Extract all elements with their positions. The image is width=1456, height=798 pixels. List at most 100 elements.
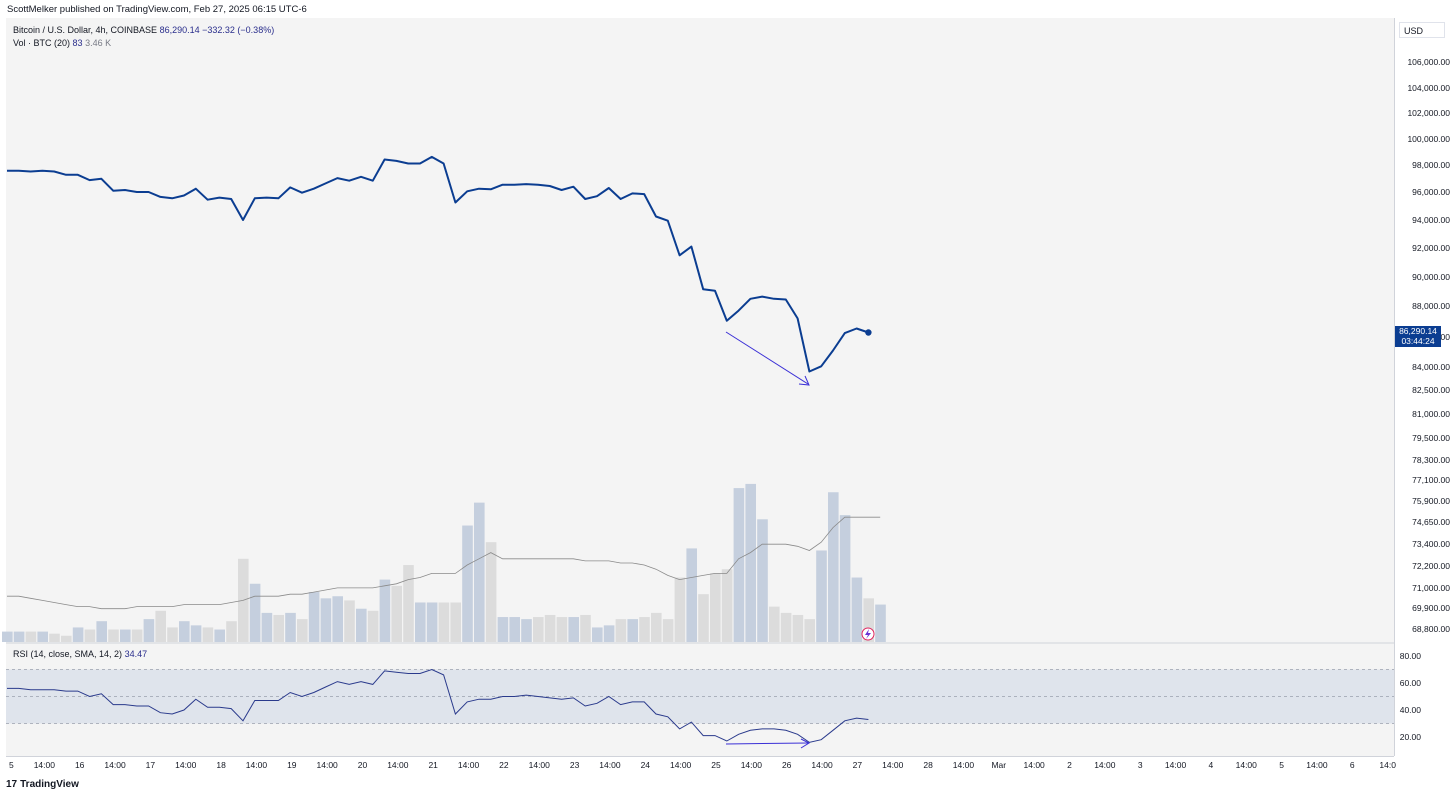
volume-bar <box>698 594 709 642</box>
time-tick-label: 14:00 <box>104 760 126 770</box>
volume-bar <box>627 619 638 642</box>
volume-bar <box>96 621 107 642</box>
volume-legend-row[interactable]: Vol · BTC (20) 83 3.46 K <box>13 37 274 50</box>
price-axis[interactable] <box>1394 18 1456 756</box>
time-tick-label: 22 <box>499 760 509 770</box>
time-tick-label: 16 <box>75 760 85 770</box>
publish-info: ScottMelker published on TradingView.com… <box>7 4 307 15</box>
price-tick-label: 75,900.00 <box>1412 496 1450 506</box>
time-tick-label: 14:00 <box>882 760 904 770</box>
volume-bar <box>509 617 520 642</box>
flash-icon[interactable] <box>861 627 875 641</box>
time-tick-label: 14:00 <box>529 760 551 770</box>
volume-bar <box>2 631 13 642</box>
price-tick-label: 98,000.00 <box>1412 160 1450 170</box>
time-tick-label: 2 <box>1067 760 1072 770</box>
currency-selector[interactable]: USD <box>1399 22 1445 38</box>
volume-bar <box>202 627 214 642</box>
time-tick-label: 5 <box>1279 760 1284 770</box>
volume-bar <box>37 631 48 642</box>
volume-bar <box>745 483 756 642</box>
price-tick-label: 100,000.00 <box>1407 134 1450 144</box>
time-tick-label: 26 <box>782 760 792 770</box>
volume-bar <box>120 629 131 642</box>
volume-bar <box>415 602 426 642</box>
volume-bar <box>780 612 792 642</box>
price-tick-label: 96,000.00 <box>1412 187 1450 197</box>
volume-bar <box>403 565 414 642</box>
volume-bar <box>804 619 815 642</box>
rsi-arrowhead <box>800 738 811 749</box>
volume-bar <box>757 519 768 642</box>
time-tick-label: 14:00 <box>1024 760 1046 770</box>
time-tick-label: 20 <box>358 760 368 770</box>
volume-bar <box>851 577 863 642</box>
volume-bar <box>72 627 84 642</box>
brand-name: TradingView <box>20 779 79 790</box>
rsi-value: 34.47 <box>124 649 148 659</box>
rsi-tick-label: 80.00 <box>1400 651 1422 661</box>
time-tick-label: 3 <box>1138 760 1143 770</box>
rsi-band <box>6 669 1394 724</box>
time-tick-label: 14:00 <box>741 760 763 770</box>
volume-bar <box>379 579 391 642</box>
volume-bar <box>261 612 273 642</box>
volume-bar <box>332 596 343 642</box>
volume-value: 83 <box>72 38 83 48</box>
volume-bar <box>214 629 225 642</box>
symbol-change: −332.32 (−0.38%) <box>202 25 275 35</box>
time-tick-label: 28 <box>923 760 933 770</box>
volume-bar <box>533 617 544 642</box>
volume-label: Vol · BTC (20) <box>13 38 71 48</box>
time-tick-label: 14:00 <box>246 760 268 770</box>
volume-bar <box>285 612 296 642</box>
volume-bar <box>131 629 143 642</box>
time-tick-label: 25 <box>711 760 721 770</box>
rsi-legend[interactable]: RSI (14, close, SMA, 14, 2) 34.47 <box>13 649 147 659</box>
price-tick-label: 104,000.00 <box>1407 83 1450 93</box>
volume-bar <box>356 608 367 642</box>
divergence-arrows <box>725 331 811 749</box>
price-tick-label: 94,000.00 <box>1412 215 1450 225</box>
volume-bar <box>828 492 839 642</box>
price-tick-label: 84,000.00 <box>1412 362 1450 372</box>
volume-bar <box>84 629 96 642</box>
volume-bar <box>462 525 473 642</box>
volume-bar <box>426 602 438 642</box>
volume-bar <box>615 619 627 642</box>
time-axis[interactable] <box>6 756 1394 775</box>
volume-bar <box>686 548 697 642</box>
volume-bar <box>639 617 650 642</box>
symbol-legend-row[interactable]: Bitcoin / U.S. Dollar, 4h, COINBASE 86,2… <box>13 24 274 37</box>
volume-bar <box>497 617 509 642</box>
volume-bar <box>875 604 886 642</box>
volume-bar <box>863 598 874 642</box>
price-arrowhead <box>798 375 810 386</box>
time-tick-label: 14:00 <box>387 760 409 770</box>
volume-bar <box>721 569 733 642</box>
rsi-divergence-arrow <box>725 742 809 745</box>
time-tick-label: 4 <box>1209 760 1214 770</box>
rsi-tick-label: 40.00 <box>1400 705 1422 715</box>
time-tick-label: 14:00 <box>1094 760 1116 770</box>
last-price-tag: 86,290.14 03:44:24 <box>1395 326 1441 347</box>
time-tick-label: 14:00 <box>317 760 339 770</box>
volume-bar <box>556 617 568 642</box>
time-tick-label: 14:00 <box>34 760 56 770</box>
time-tick-label: 14:00 <box>811 760 833 770</box>
tradingview-logo[interactable]: 17 TradingView <box>6 779 79 790</box>
volume-bar <box>190 625 202 642</box>
volume-bar <box>273 614 284 642</box>
rsi-tick-label: 60.00 <box>1400 678 1422 688</box>
price-tick-label: 73,400.00 <box>1412 539 1450 549</box>
volume-bar <box>792 614 804 642</box>
volume-ma-line <box>7 516 881 610</box>
rsi-tick-label: 20.00 <box>1400 732 1422 742</box>
volume-bar <box>108 629 119 642</box>
volume-bar <box>143 619 155 642</box>
volume-bar <box>249 583 261 642</box>
price-tick-label: 79,500.00 <box>1412 433 1450 443</box>
time-tick-label: 14:00 <box>1306 760 1328 770</box>
time-tick-label: 24 <box>641 760 651 770</box>
